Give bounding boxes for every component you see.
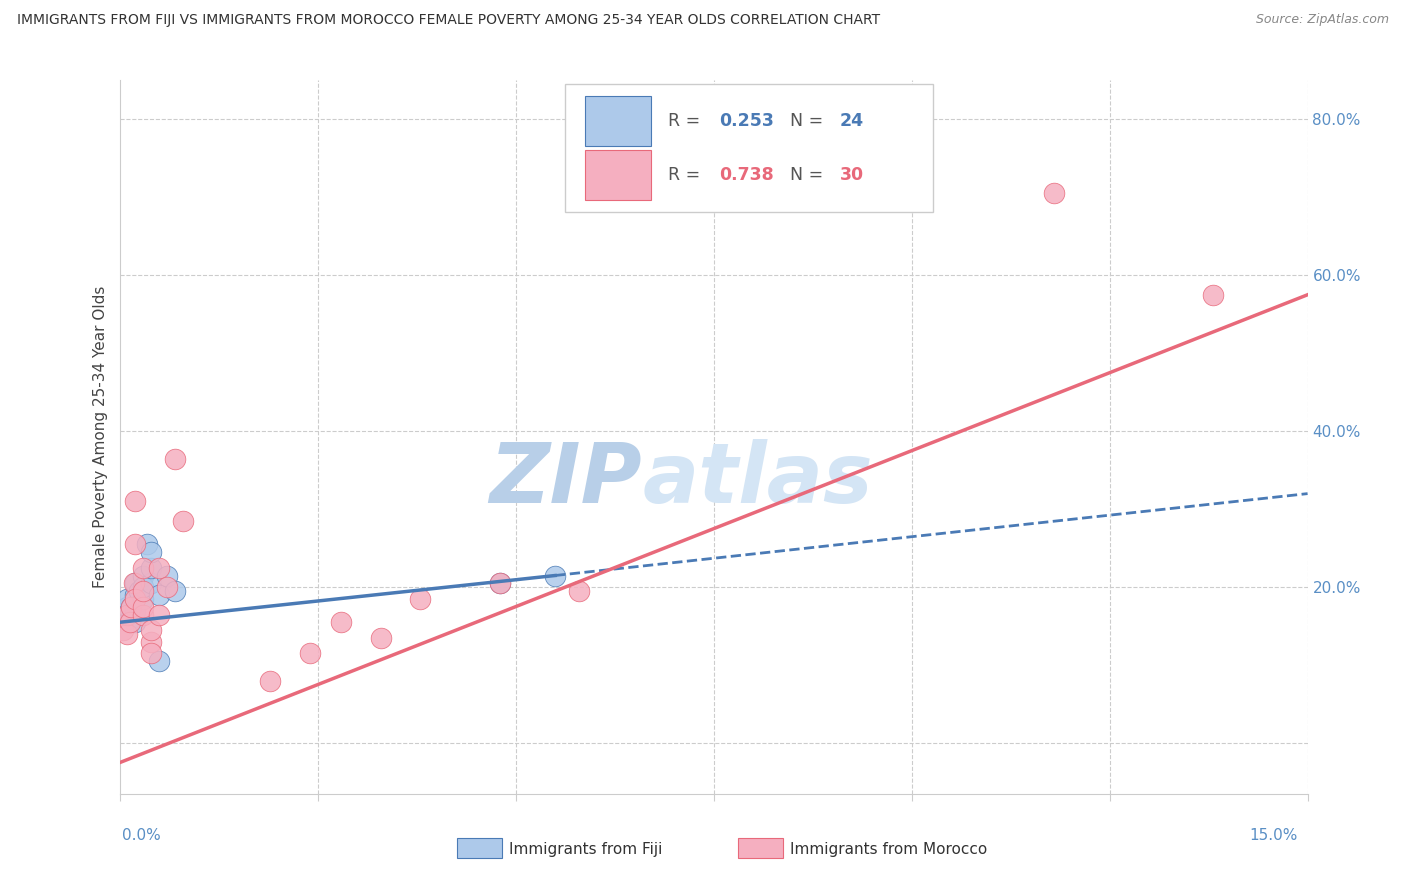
Point <box>148 607 170 622</box>
Text: R =: R = <box>668 112 706 130</box>
Point <box>148 588 170 602</box>
Point <box>117 627 139 641</box>
Point <box>141 647 163 661</box>
Point <box>298 647 321 661</box>
Point <box>132 580 155 594</box>
Point <box>488 576 510 591</box>
Point <box>148 560 170 574</box>
Point <box>141 623 163 637</box>
Point <box>124 576 146 591</box>
Point <box>136 537 159 551</box>
Text: atlas: atlas <box>643 440 873 520</box>
Point <box>259 673 281 688</box>
Point <box>124 615 146 630</box>
Point <box>117 607 139 622</box>
Point <box>112 611 135 625</box>
Point <box>141 576 163 591</box>
Text: N =: N = <box>779 166 828 184</box>
Point <box>141 560 163 574</box>
Point <box>120 611 142 625</box>
Text: 0.253: 0.253 <box>720 112 775 130</box>
Point <box>117 591 139 606</box>
Point <box>409 591 432 606</box>
Text: 0.0%: 0.0% <box>122 828 162 843</box>
Point <box>117 599 139 614</box>
Point <box>163 451 186 466</box>
Text: 0.738: 0.738 <box>720 166 775 184</box>
Point <box>148 654 170 668</box>
Text: 15.0%: 15.0% <box>1250 828 1298 843</box>
Text: R =: R = <box>668 166 706 184</box>
Point <box>568 584 591 599</box>
Point <box>141 545 163 559</box>
Point <box>132 584 155 599</box>
FancyBboxPatch shape <box>585 96 651 146</box>
Point <box>141 635 163 649</box>
Text: ZIP: ZIP <box>489 440 643 520</box>
Point <box>124 537 146 551</box>
Point <box>120 599 142 614</box>
Point <box>128 584 150 599</box>
Point <box>118 615 141 630</box>
Point <box>132 591 155 606</box>
Point <box>156 580 179 594</box>
Point <box>132 560 155 574</box>
Text: 24: 24 <box>839 112 863 130</box>
Point <box>124 494 146 508</box>
Text: Immigrants from Fiji: Immigrants from Fiji <box>509 842 662 856</box>
Point <box>172 514 194 528</box>
Text: Immigrants from Morocco: Immigrants from Morocco <box>790 842 987 856</box>
Text: IMMIGRANTS FROM FIJI VS IMMIGRANTS FROM MOROCCO FEMALE POVERTY AMONG 25-34 YEAR : IMMIGRANTS FROM FIJI VS IMMIGRANTS FROM … <box>17 13 880 28</box>
Point <box>370 631 392 645</box>
Point <box>488 576 510 591</box>
FancyBboxPatch shape <box>565 84 934 212</box>
Point <box>1043 186 1066 201</box>
Point <box>1201 287 1223 301</box>
Point <box>124 591 146 606</box>
Point <box>118 615 141 630</box>
Point <box>132 599 155 614</box>
Point <box>132 607 155 622</box>
Point <box>124 604 146 618</box>
Text: 30: 30 <box>839 166 863 184</box>
Text: Source: ZipAtlas.com: Source: ZipAtlas.com <box>1256 13 1389 27</box>
Y-axis label: Female Poverty Among 25-34 Year Olds: Female Poverty Among 25-34 Year Olds <box>93 286 108 588</box>
Point <box>163 584 186 599</box>
Point <box>544 568 567 582</box>
Point <box>132 568 155 582</box>
Point <box>120 599 142 614</box>
Point <box>156 568 179 582</box>
Text: N =: N = <box>779 112 828 130</box>
Point <box>112 623 135 637</box>
Point <box>124 588 146 602</box>
Point <box>330 615 353 630</box>
FancyBboxPatch shape <box>585 150 651 200</box>
Point <box>122 576 145 591</box>
